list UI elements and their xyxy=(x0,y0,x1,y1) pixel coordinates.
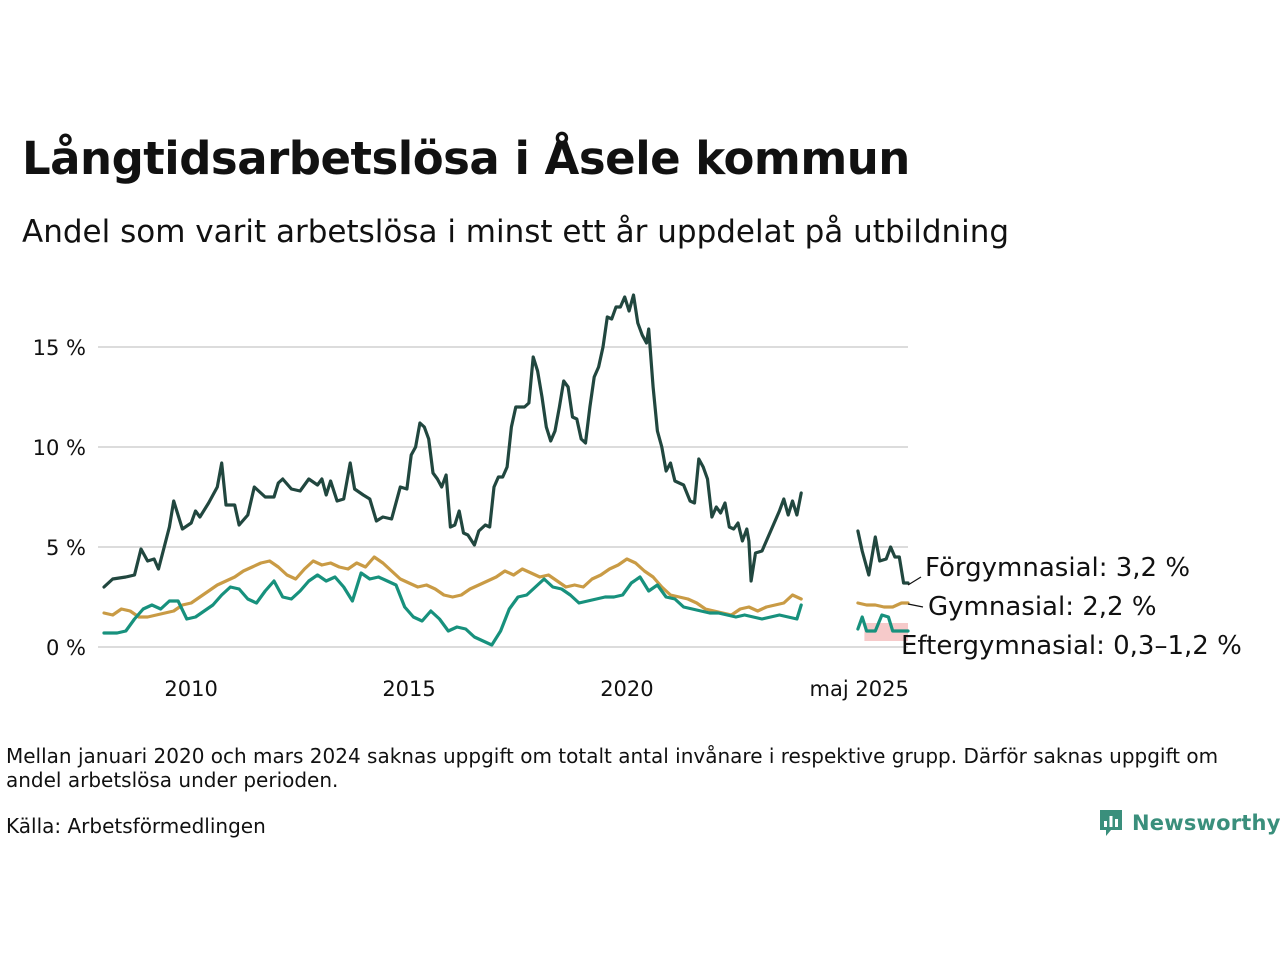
x-tick-label: 2010 xyxy=(164,677,217,701)
label-leader-line xyxy=(907,576,922,586)
series-line-forgymnasial xyxy=(856,529,910,585)
x-tick-label: 2020 xyxy=(600,677,653,701)
newsworthy-icon xyxy=(1100,810,1122,836)
series-line-eftergymnasial xyxy=(856,613,910,633)
series-end-label: Förgymnasial: 3,2 % xyxy=(925,553,1190,583)
y-tick-label: 15 % xyxy=(33,336,86,360)
chart-subtitle: Andel som varit arbetslösa i minst ett å… xyxy=(22,214,1010,250)
label-leader-line xyxy=(907,603,924,608)
x-tick-label: 2015 xyxy=(382,677,435,701)
y-tick-label: 10 % xyxy=(33,436,86,460)
brand-name: Newsworthy xyxy=(1132,811,1280,835)
series-end-label: Eftergymnasial: 0,3–1,2 % xyxy=(901,631,1242,661)
x-tick-label: maj 2025 xyxy=(810,677,909,701)
series-line-gymnasial xyxy=(856,601,910,609)
footnote: Mellan januari 2020 och mars 2024 saknas… xyxy=(6,744,1219,792)
chart-title: Långtidsarbetslösa i Åsele kommun xyxy=(22,132,910,185)
series-end-label: Gymnasial: 2,2 % xyxy=(928,592,1157,622)
series-line-gymnasial xyxy=(102,555,803,619)
newsworthy-logo: Newsworthy xyxy=(1098,808,1280,838)
y-tick-label: 0 % xyxy=(46,636,86,660)
source-note: Källa: Arbetsförmedlingen xyxy=(6,814,266,838)
series-line-eftergymnasial xyxy=(102,571,803,647)
series-line-forgymnasial xyxy=(102,293,803,589)
y-tick-label: 5 % xyxy=(46,536,86,560)
